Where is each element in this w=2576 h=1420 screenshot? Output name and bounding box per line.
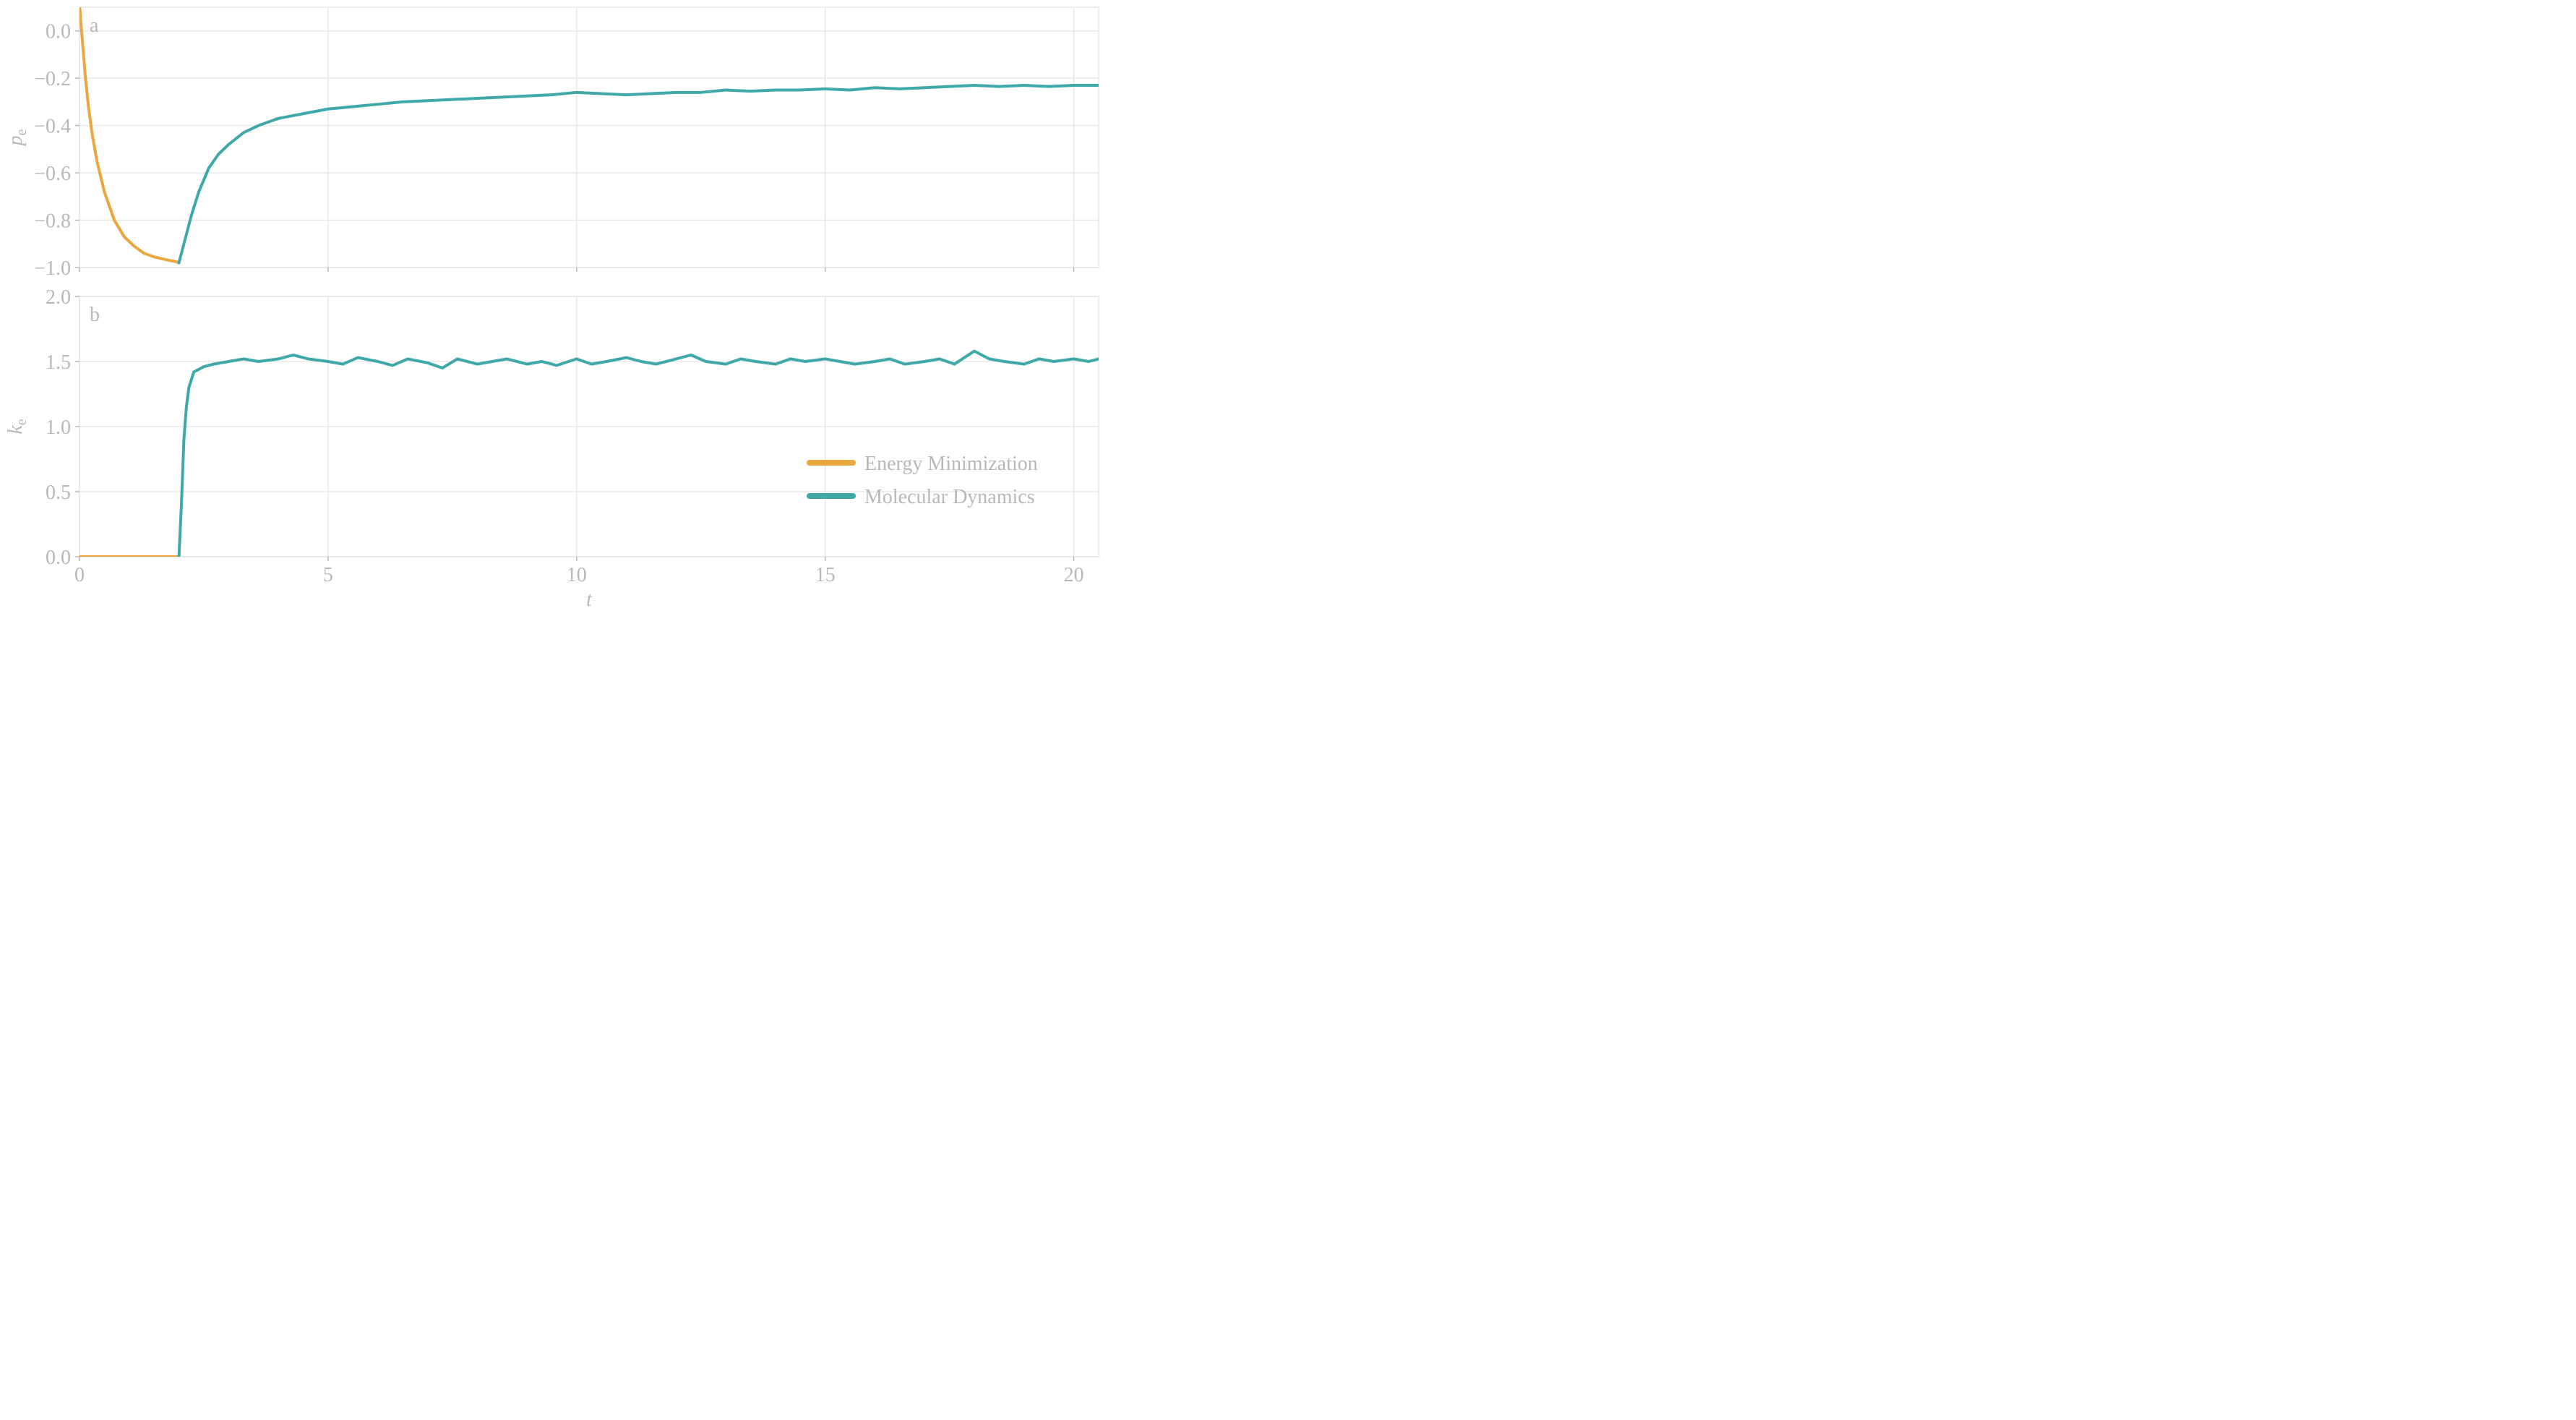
y-tick-label: 1.0 [46,416,71,439]
x-tick-label: 20 [1064,564,1084,586]
plot-border [80,7,1099,268]
x-tick-label: 15 [815,564,836,586]
y-tick-label: 0.5 [46,482,71,504]
legend-label: Molecular Dynamics [864,486,1035,508]
y-tick-label: −1.0 [34,257,71,280]
panel-label: a [90,14,99,37]
legend-label: Energy Minimization [864,453,1038,475]
x-tick-label: 5 [323,564,333,586]
y-tick-label: −0.8 [34,210,71,233]
y-tick-label: 0.0 [46,21,71,43]
x-axis-label: t [586,589,593,611]
series-molecular-dynamics [179,85,1099,262]
y-tick-label: 1.5 [46,351,71,374]
y-tick-label: 0.0 [46,547,71,569]
y-axis-label: ke [4,419,30,434]
y-axis-label: pe [4,129,30,147]
panel-label: b [90,304,100,326]
y-tick-label: −0.2 [34,68,71,90]
series-energy-minimization [80,2,179,262]
chart-svg: −1.0 −0.8 −0.6 −0.4 −0.2 0.0 a pe 0.0 0.5 1.0 1.5 2.… [0,0,1110,612]
y-tick-label: −0.4 [34,116,71,138]
x-tick-label: 0 [74,564,85,586]
chart-container: −1.0 −0.8 −0.6 −0.4 −0.2 0.0 a pe 0.0 0.5 1.0 1.5 2.… [0,0,1110,612]
x-tick-label: 10 [567,564,587,586]
y-tick-label: 2.0 [46,286,71,309]
y-tick-label: −0.6 [34,163,71,185]
